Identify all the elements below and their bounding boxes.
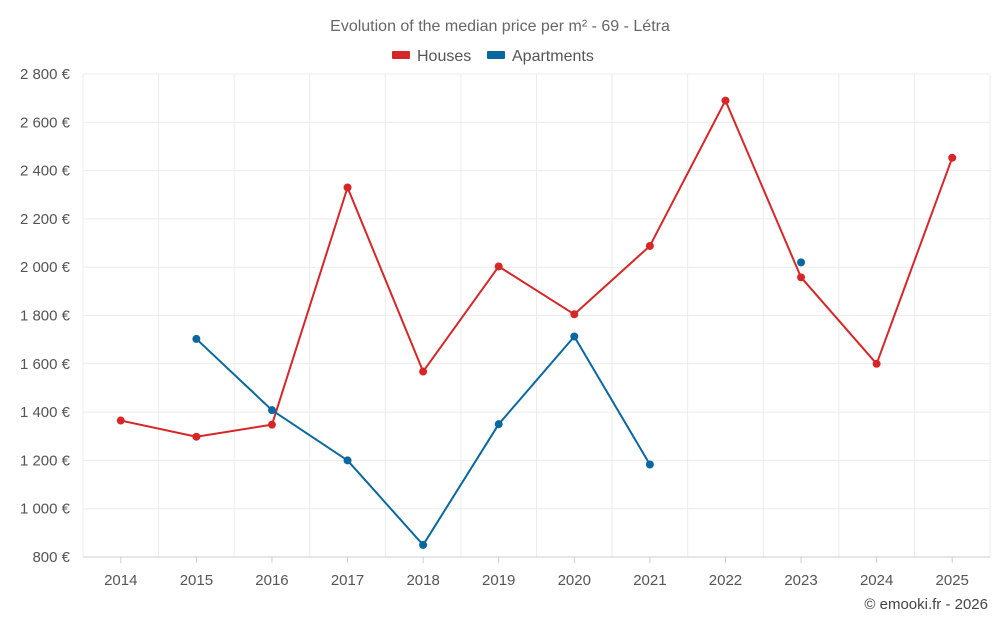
x-tick-label: 2019 (482, 572, 515, 589)
data-point-houses[interactable] (721, 96, 730, 105)
y-tick-label: 2 800 € (20, 66, 71, 83)
y-tick-label: 2 200 € (20, 211, 71, 228)
series-apartments (192, 258, 806, 549)
data-point-apartments[interactable] (570, 332, 579, 341)
x-tick-label: 2015 (180, 572, 213, 589)
legend: Houses Apartments (392, 48, 594, 65)
data-point-apartments[interactable] (645, 460, 654, 469)
x-tick-label: 2022 (709, 572, 742, 589)
data-point-houses[interactable] (419, 367, 428, 376)
series-layer (116, 96, 957, 549)
x-tick-label: 2020 (558, 572, 591, 589)
data-point-houses[interactable] (872, 359, 881, 368)
y-tick-label: 1 400 € (20, 404, 71, 421)
data-point-apartments[interactable] (797, 258, 806, 267)
y-tick-label: 2 400 € (20, 163, 71, 180)
x-tick-label: 2025 (936, 572, 969, 589)
series-line-houses (120, 99, 954, 438)
grid (82, 73, 991, 558)
data-point-houses[interactable] (343, 183, 352, 192)
legend-swatch (487, 51, 505, 59)
legend-label: Apartments (512, 48, 594, 65)
legend-item-apartments[interactable]: Apartments (487, 48, 594, 65)
data-point-houses[interactable] (116, 416, 125, 425)
chart-credit: © emooki.fr - 2026 (864, 596, 988, 613)
x-tick-label: 2024 (860, 572, 893, 589)
x-tick-label: 2018 (406, 572, 439, 589)
data-point-houses[interactable] (494, 262, 503, 271)
x-tick-label: 2017 (331, 572, 364, 589)
data-point-houses[interactable] (948, 153, 957, 162)
x-tick-label: 2021 (633, 572, 666, 589)
y-tick-label: 1 000 € (20, 501, 71, 518)
data-point-houses[interactable] (645, 241, 654, 250)
x-tick-label: 2016 (255, 572, 288, 589)
y-tick-label: 1 200 € (20, 452, 71, 469)
data-point-houses[interactable] (267, 420, 276, 429)
legend-item-houses[interactable]: Houses (392, 48, 471, 65)
legend-label: Houses (417, 48, 471, 65)
data-point-houses[interactable] (192, 432, 201, 441)
data-point-apartments[interactable] (343, 456, 352, 465)
series-houses (116, 96, 957, 441)
y-tick-label: 2 600 € (20, 114, 71, 131)
y-tick-label: 1 600 € (20, 356, 71, 373)
data-point-apartments[interactable] (494, 420, 503, 429)
x-axis-ticks: 2014 2015 2016 2017 2018 2019 2020 2021 2022 2023… (104, 557, 969, 589)
y-tick-label: 800 € (32, 549, 70, 566)
legend-swatch (392, 51, 410, 59)
data-point-houses[interactable] (570, 310, 579, 319)
x-tick-label: 2023 (784, 572, 817, 589)
y-axis-ticks: 800 € 1 000 € 1 200 € 1 400 € 1 600 € 1 800 €… (20, 66, 71, 566)
y-tick-label: 2 000 € (20, 259, 71, 276)
data-point-apartments[interactable] (192, 334, 201, 343)
data-point-apartments[interactable] (267, 406, 276, 415)
y-tick-label: 1 800 € (20, 308, 71, 325)
data-point-apartments[interactable] (419, 540, 428, 549)
x-tick-label: 2014 (104, 572, 137, 589)
chart-title: Evolution of the median price per m² - 6… (330, 18, 670, 35)
data-point-houses[interactable] (797, 273, 806, 282)
